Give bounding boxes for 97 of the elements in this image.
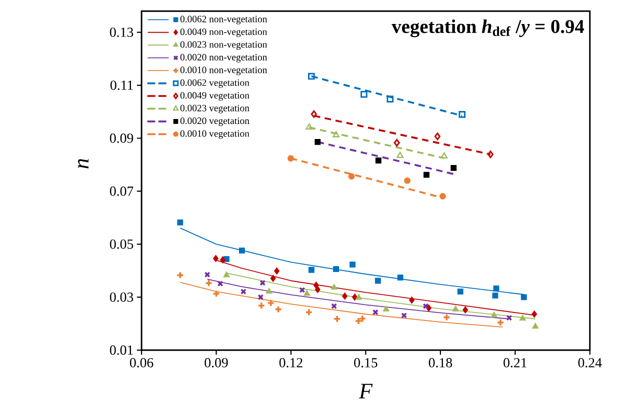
point [457,288,464,294]
point [350,261,356,268]
point [397,274,404,280]
x-tick-label: 0.15 [354,358,378,368]
point [422,302,429,310]
line-series [180,282,504,328]
point [308,266,314,273]
y-tick-label: 0.13 [110,27,134,37]
point [372,309,378,316]
point [274,267,280,274]
point [519,314,526,320]
point [490,311,498,318]
legend-label: 0.0049 non-vegetation [180,28,268,37]
point [330,284,338,290]
legend-label: 0.0062 non-vegetation [180,16,268,24]
point [386,95,394,102]
point [375,157,382,164]
x-tick-label: 0.24 [578,358,602,368]
point [394,138,400,146]
y-tick-label: 0.11 [110,80,133,90]
legend-label: 0.0020 non-vegetation [180,54,268,62]
point [176,271,184,279]
point [305,308,313,316]
point [313,281,319,289]
point [333,266,340,272]
y-tick-label: 0.05 [110,239,134,249]
point [492,292,498,298]
x-tick-label: 0.18 [428,358,452,368]
point [462,306,468,314]
point [452,305,459,312]
y-axis-title: n [78,158,88,168]
point [238,247,245,254]
point [223,271,230,278]
point [213,254,219,262]
point [520,294,527,300]
point [396,152,404,158]
point [493,285,500,292]
point [308,72,315,80]
chart-title: vegetation h$_{def}$ /y = 0.94 [392,19,584,38]
x-tick-label: 0.09 [204,358,228,368]
point [409,296,415,304]
point [355,294,362,300]
point [260,280,266,286]
point [442,313,451,321]
point [304,290,310,296]
y-tick-label: 0.09 [110,133,134,143]
point [177,219,184,226]
point [288,154,294,162]
point [257,302,266,310]
point [314,138,321,145]
point [532,310,538,318]
legend-label: 0.0010 vegetation [180,130,250,139]
legend-label: 0.0023 non-vegetation [180,41,268,50]
x-tick-label: 0.21 [504,358,526,368]
legend-label: 0.0049 vegetation [180,92,250,100]
point [274,305,282,314]
point [266,288,272,294]
point [358,314,366,322]
point [310,110,317,118]
point [434,132,440,140]
y-tick-label: 0.01 [110,345,133,355]
point [450,164,457,171]
y-tick-label: 0.07 [110,186,134,196]
point [439,192,446,200]
legend-label: 0.0023 vegetation [180,104,250,114]
x-tick-label: 0.12 [279,358,302,368]
x-tick-label: 0.06 [130,358,154,368]
point [401,312,408,318]
point [270,274,276,282]
y-tick-label: 0.03 [110,292,134,302]
point [532,322,539,328]
point [440,152,448,158]
point [333,314,341,323]
point [458,110,466,118]
point [374,278,381,284]
point [212,290,220,298]
point [204,279,213,287]
legend-label: 0.0020 vegetation [180,117,250,126]
legend-label: 0.0062 vegetation [180,79,250,88]
point [331,302,338,310]
point [314,286,320,293]
point [217,280,224,286]
point [258,294,264,300]
point [382,305,390,312]
point [332,130,340,138]
point [306,123,313,130]
x-axis-title: F [358,384,373,398]
point [360,90,368,98]
point [424,172,430,178]
legend-label: 0.0010 non-vegetation [180,66,268,75]
point [220,256,226,264]
point [299,286,306,293]
point [342,292,348,300]
point [348,172,355,180]
point [487,150,494,158]
point [404,177,411,184]
point [240,288,246,294]
